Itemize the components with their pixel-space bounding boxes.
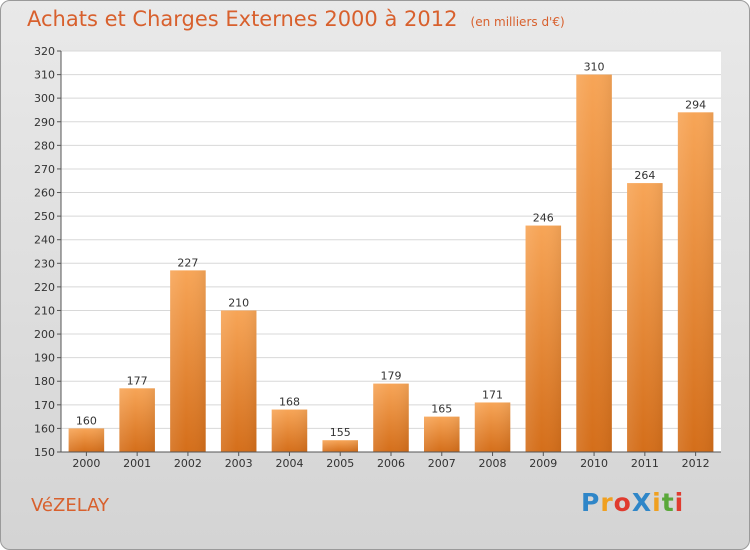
x-tick-label-2002: 2002: [174, 457, 202, 470]
y-tick-label: 150: [34, 446, 55, 459]
y-tick-label: 320: [34, 45, 55, 58]
logo-letter: P: [581, 488, 601, 517]
x-tick-label-2008: 2008: [479, 457, 507, 470]
bar-shine-2011: [627, 183, 663, 452]
x-tick-label-2010: 2010: [580, 457, 608, 470]
y-tick-label: 230: [34, 257, 55, 270]
x-tick-label-2003: 2003: [225, 457, 253, 470]
data-label-2004: 168: [279, 396, 300, 409]
data-label-2006: 179: [381, 370, 402, 383]
bar-shine-2012: [677, 112, 714, 453]
data-label-2008: 171: [482, 388, 503, 401]
y-tick-label: 200: [34, 328, 55, 341]
x-tick-label-2005: 2005: [326, 457, 354, 470]
proxiti-logo[interactable]: ProXiti: [581, 488, 684, 517]
x-tick-label-2009: 2009: [529, 457, 557, 470]
y-tick-label: 170: [34, 399, 55, 412]
bar-shine-2005: [322, 440, 358, 452]
bar-shine-2003: [220, 310, 257, 452]
x-tick-label-2006: 2006: [377, 457, 405, 470]
x-tick-label-2011: 2011: [631, 457, 659, 470]
data-label-2012: 294: [685, 98, 706, 111]
logo-letter: r: [600, 488, 614, 517]
bar-shine-2008: [474, 402, 511, 452]
data-label-2002: 227: [177, 256, 198, 269]
x-tick-label-2004: 2004: [275, 457, 303, 470]
logo-letter: i: [674, 488, 685, 517]
y-tick-label: 180: [34, 375, 55, 388]
bar-shine-2010: [576, 74, 612, 453]
data-label-2010: 310: [584, 61, 605, 74]
logo-letter: i: [652, 488, 662, 517]
data-label-2009: 246: [533, 212, 554, 225]
y-tick-label: 240: [34, 234, 55, 247]
title-row: Achats et Charges Externes 2000 à 2012 (…: [27, 7, 565, 31]
data-label-2011: 264: [634, 169, 655, 182]
x-tick-label-2007: 2007: [428, 457, 456, 470]
y-tick-label: 270: [34, 163, 55, 176]
logo-letter: t: [661, 488, 675, 517]
x-tick-label-2012: 2012: [682, 457, 710, 470]
data-label-2007: 165: [431, 403, 452, 416]
data-label-2001: 177: [127, 374, 148, 387]
bar-shine-2007: [424, 416, 460, 452]
y-tick-label: 260: [34, 187, 55, 200]
x-tick-label-2000: 2000: [72, 457, 100, 470]
chart-title: Achats et Charges Externes 2000 à 2012: [27, 7, 458, 31]
data-label-2003: 210: [228, 296, 249, 309]
y-tick-label: 160: [34, 422, 55, 435]
data-label-2000: 160: [76, 414, 97, 427]
data-label-2005: 155: [330, 426, 351, 439]
bar-shine-2004: [271, 409, 308, 452]
y-tick-label: 300: [34, 92, 55, 105]
y-tick-label: 190: [34, 352, 55, 365]
y-tick-label: 280: [34, 139, 55, 152]
chart-subtitle: (en milliers d'€): [470, 15, 565, 29]
commune-name: VéZELAY: [31, 495, 110, 516]
y-tick-label: 250: [34, 210, 55, 223]
y-tick-label: 210: [34, 304, 55, 317]
y-tick-label: 290: [34, 116, 55, 129]
bar-shine-2009: [525, 225, 562, 452]
bar-shine-2001: [119, 388, 155, 452]
x-tick-label-2001: 2001: [123, 457, 151, 470]
y-tick-label: 310: [34, 69, 55, 82]
y-tick-label: 220: [34, 281, 55, 294]
logo-letter: o: [613, 488, 632, 517]
bar-shine-2000: [68, 428, 105, 452]
bar-shine-2002: [170, 270, 206, 452]
logo-letter: X: [631, 488, 653, 517]
bar-shine-2006: [373, 383, 409, 452]
